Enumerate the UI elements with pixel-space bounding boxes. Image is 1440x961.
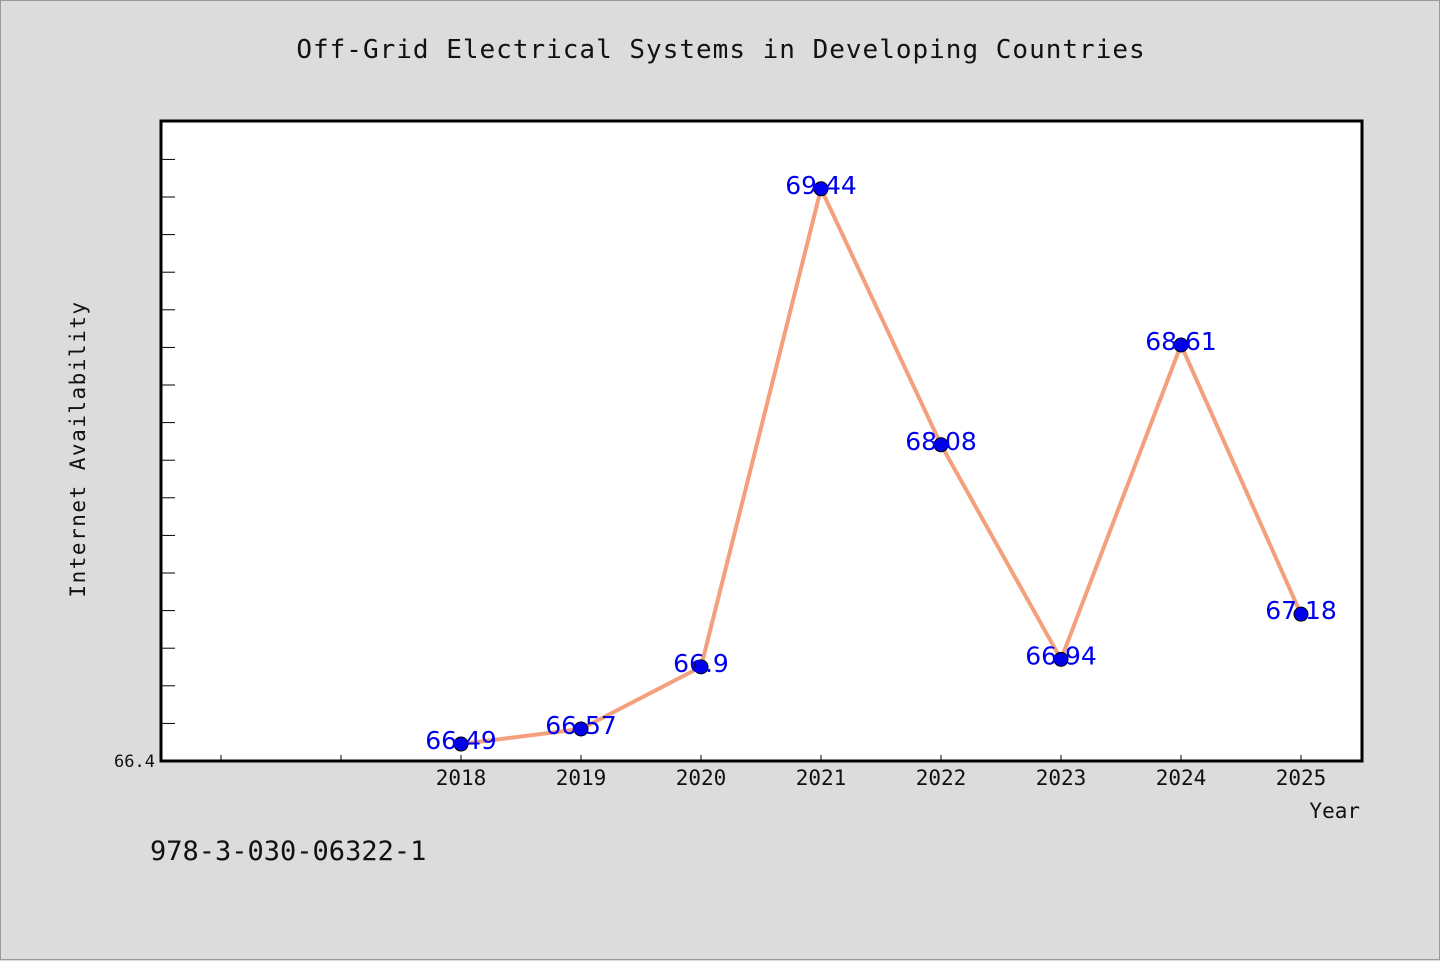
series-line <box>460 186 1303 747</box>
data-point <box>1053 651 1069 667</box>
x-tick-label: 2024 <box>1156 766 1207 790</box>
data-label: 68.08 <box>905 427 977 456</box>
chart-title: Off-Grid Electrical Systems in Developin… <box>296 35 1146 65</box>
data-point <box>1293 606 1309 622</box>
x-axis-title: Year <box>1309 799 1360 823</box>
data-label: 68.61 <box>1145 327 1217 356</box>
data-label: 67.18 <box>1265 596 1337 625</box>
data-point <box>933 437 949 453</box>
data-point <box>453 736 469 752</box>
x-tick-label: 2025 <box>1276 766 1327 790</box>
data-label: 66.94 <box>1025 641 1097 670</box>
data-label: 66.57 <box>545 711 617 740</box>
x-tick-label: 2019 <box>556 766 607 790</box>
data-point <box>573 721 589 737</box>
x-tick-label: 2018 <box>436 766 487 790</box>
data-label: 66.9 <box>673 649 729 678</box>
x-tick-label: 2023 <box>1036 766 1087 790</box>
x-tick-label: 2021 <box>796 766 847 790</box>
data-label: 66.49 <box>425 726 497 755</box>
y-tick-label: 66.4 <box>114 752 155 772</box>
data-point <box>1173 337 1189 353</box>
x-tick-label: 2020 <box>676 766 727 790</box>
x-tick-label: 2022 <box>916 766 967 790</box>
plot-area <box>159 119 1364 763</box>
isbn-text: 978-3-030-06322-1 <box>150 836 427 867</box>
data-point <box>813 181 829 197</box>
data-label: 69.44 <box>785 171 857 200</box>
data-point <box>693 659 709 675</box>
